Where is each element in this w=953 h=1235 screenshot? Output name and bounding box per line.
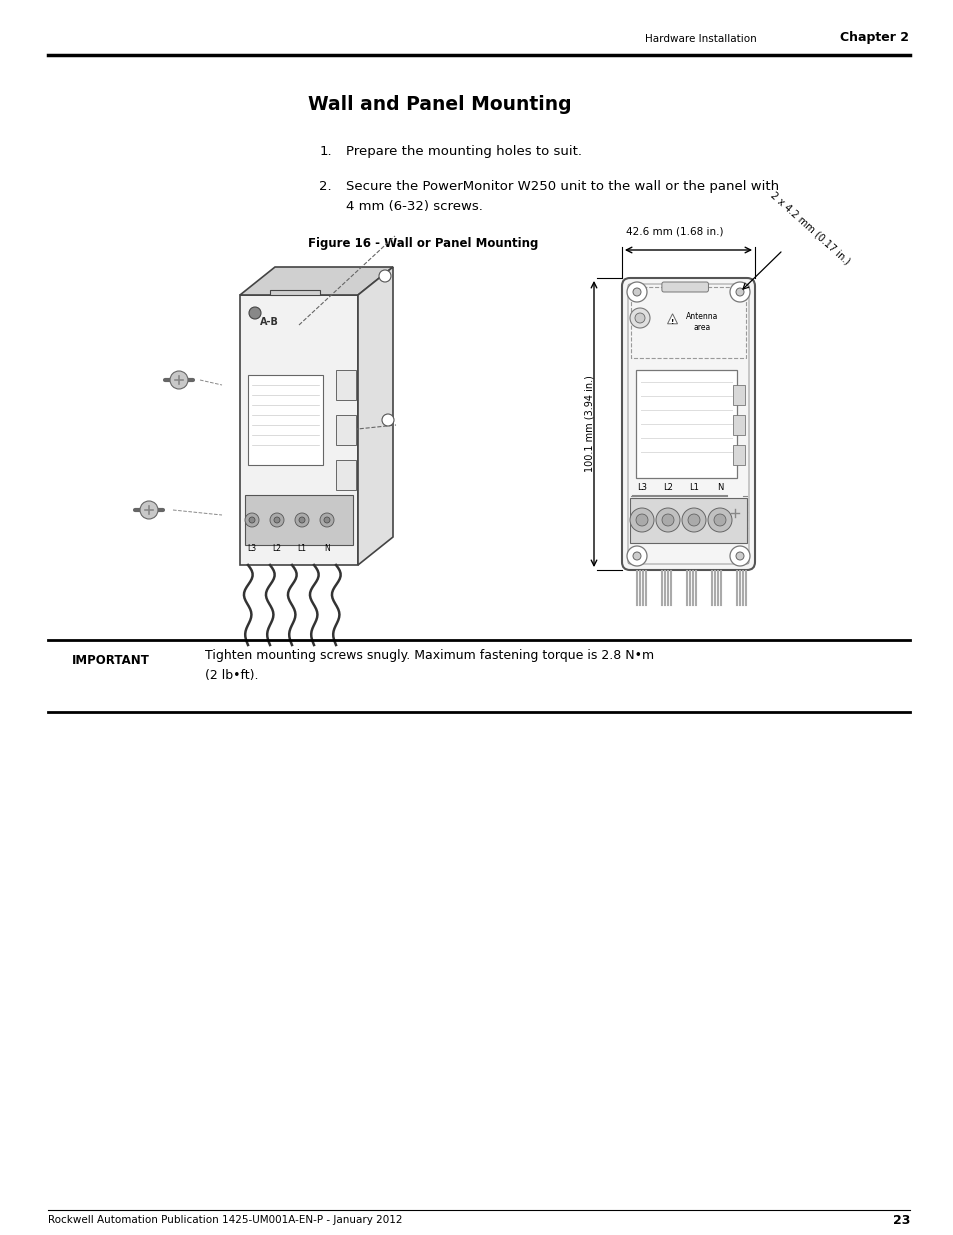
Text: L2: L2 (273, 543, 281, 553)
Circle shape (298, 517, 305, 522)
Circle shape (319, 513, 334, 527)
Circle shape (381, 414, 394, 426)
Text: 42.6 mm (1.68 in.): 42.6 mm (1.68 in.) (626, 226, 723, 236)
Text: 23: 23 (892, 1214, 909, 1226)
Polygon shape (629, 498, 746, 543)
Circle shape (245, 513, 258, 527)
Polygon shape (357, 267, 393, 564)
Circle shape (713, 514, 725, 526)
Text: Tighten mounting screws snugly. Maximum fastening torque is 2.8 N•m: Tighten mounting screws snugly. Maximum … (205, 650, 654, 662)
Text: Chapter 2: Chapter 2 (840, 31, 908, 44)
Text: L3: L3 (637, 483, 646, 492)
Text: Rockwell Automation Publication 1425-UM001A-EN-P - January 2012: Rockwell Automation Publication 1425-UM0… (48, 1215, 402, 1225)
Polygon shape (732, 445, 744, 466)
Circle shape (626, 546, 646, 566)
Text: A-B: A-B (260, 317, 278, 327)
Text: 2.: 2. (319, 180, 332, 193)
Circle shape (274, 517, 280, 522)
Circle shape (729, 282, 749, 303)
Text: Prepare the mounting holes to suit.: Prepare the mounting holes to suit. (346, 144, 581, 158)
Polygon shape (335, 415, 355, 445)
Text: N: N (324, 543, 330, 553)
Circle shape (661, 514, 673, 526)
Text: L1: L1 (688, 483, 699, 492)
Polygon shape (240, 267, 393, 295)
Text: Secure the PowerMonitor W250 unit to the wall or the panel with: Secure the PowerMonitor W250 unit to the… (346, 180, 779, 193)
Text: 4 mm (6-32) screws.: 4 mm (6-32) screws. (346, 200, 482, 212)
Circle shape (633, 552, 640, 559)
Circle shape (140, 501, 158, 519)
Polygon shape (667, 314, 677, 324)
Text: Figure 16 - Wall or Panel Mounting: Figure 16 - Wall or Panel Mounting (308, 237, 537, 249)
Text: L1: L1 (297, 543, 306, 553)
Circle shape (681, 508, 705, 532)
Text: N: N (716, 483, 722, 492)
Polygon shape (248, 375, 323, 466)
Text: Wall and Panel Mounting: Wall and Panel Mounting (308, 95, 571, 114)
Polygon shape (245, 495, 353, 545)
Text: Antenna
area: Antenna area (685, 312, 718, 332)
Circle shape (378, 270, 391, 282)
Circle shape (633, 288, 640, 296)
Text: !: ! (670, 319, 674, 325)
Text: IMPORTANT: IMPORTANT (71, 653, 150, 667)
Text: 2 x 4.2 mm (0.17 in.): 2 x 4.2 mm (0.17 in.) (767, 190, 851, 267)
Polygon shape (335, 459, 355, 490)
Circle shape (636, 514, 647, 526)
FancyBboxPatch shape (661, 282, 708, 291)
Circle shape (626, 282, 646, 303)
Circle shape (729, 546, 749, 566)
Circle shape (249, 308, 261, 319)
Text: (2 lb•ft).: (2 lb•ft). (205, 668, 258, 682)
Polygon shape (636, 370, 737, 478)
Text: L2: L2 (662, 483, 672, 492)
Text: Hardware Installation: Hardware Installation (644, 35, 756, 44)
Circle shape (270, 513, 284, 527)
Polygon shape (270, 290, 319, 295)
Circle shape (629, 308, 649, 329)
Circle shape (170, 370, 188, 389)
Circle shape (735, 288, 743, 296)
Circle shape (294, 513, 309, 527)
Circle shape (249, 517, 254, 522)
Circle shape (635, 312, 644, 324)
Circle shape (707, 508, 731, 532)
Polygon shape (240, 295, 357, 564)
Circle shape (724, 503, 744, 522)
Circle shape (656, 508, 679, 532)
FancyBboxPatch shape (621, 278, 754, 571)
Polygon shape (335, 370, 355, 400)
Polygon shape (732, 385, 744, 405)
Circle shape (687, 514, 700, 526)
Text: 100.1 mm (3.94 in.): 100.1 mm (3.94 in.) (584, 375, 595, 473)
Circle shape (735, 552, 743, 559)
Text: L3: L3 (247, 543, 256, 553)
Circle shape (629, 508, 654, 532)
Polygon shape (732, 415, 744, 435)
Circle shape (324, 517, 330, 522)
Text: 1.: 1. (319, 144, 332, 158)
